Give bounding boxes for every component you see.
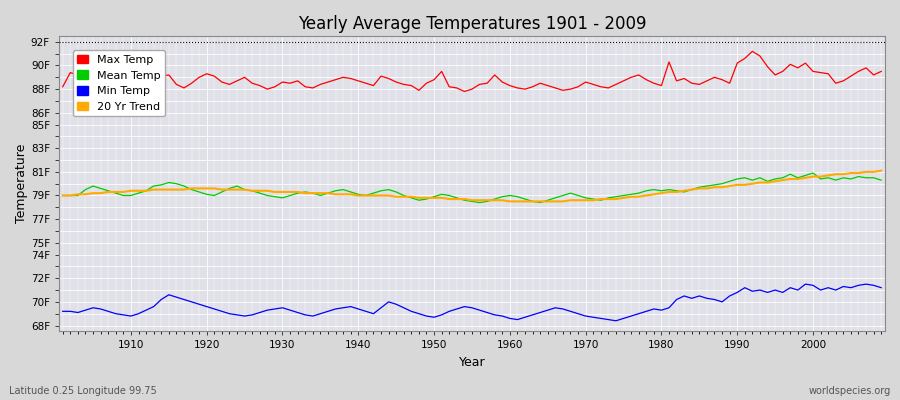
Title: Yearly Average Temperatures 1901 - 2009: Yearly Average Temperatures 1901 - 2009 <box>298 15 646 33</box>
Legend: Max Temp, Mean Temp, Min Temp, 20 Yr Trend: Max Temp, Mean Temp, Min Temp, 20 Yr Tre… <box>73 50 166 116</box>
Y-axis label: Temperature: Temperature <box>15 144 28 223</box>
Text: worldspecies.org: worldspecies.org <box>809 386 891 396</box>
X-axis label: Year: Year <box>459 356 485 369</box>
Text: Latitude 0.25 Longitude 99.75: Latitude 0.25 Longitude 99.75 <box>9 386 157 396</box>
